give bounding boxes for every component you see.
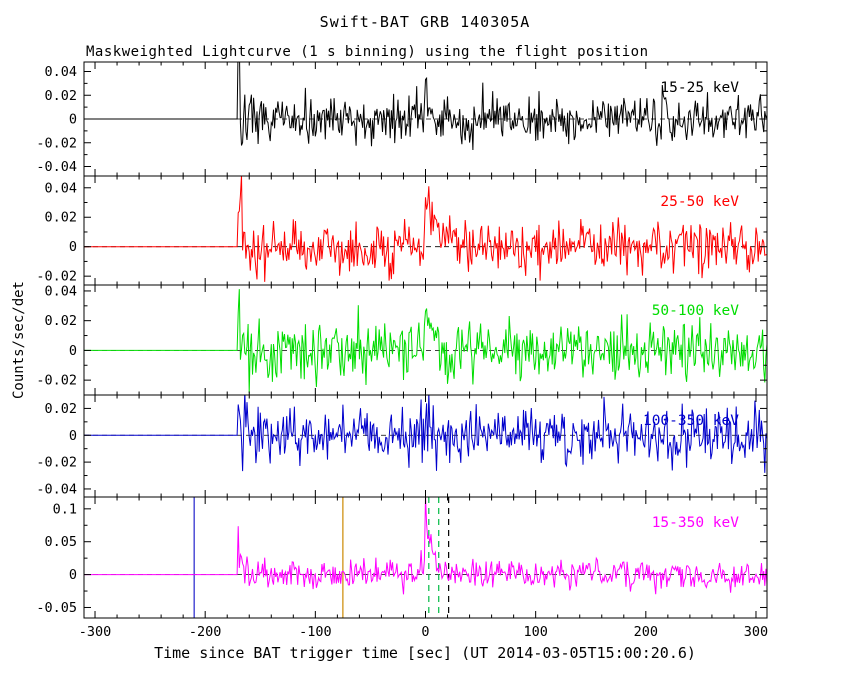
panel-ticks (84, 285, 767, 396)
y-tick-label: 0 (69, 343, 77, 359)
y-tick-label: -0.04 (36, 159, 77, 175)
y-tick-label: 0 (69, 567, 77, 583)
y-tick-label: -0.02 (36, 455, 77, 471)
y-tick-label: 0.02 (44, 210, 77, 226)
energy-band-label: 50-100 keV (652, 303, 740, 319)
y-tick-label: -0.02 (36, 135, 77, 151)
energy-band-label: 100-350 keV (643, 413, 739, 429)
panel-ticks (84, 176, 767, 285)
panel-4-content (84, 497, 767, 618)
y-tick-label: 0 (69, 112, 77, 128)
x-axis-label: Time since BAT trigger time [sec] (UT 20… (154, 644, 696, 662)
y-tick-label: 0.04 (44, 64, 77, 80)
panel-0-content (84, 62, 767, 151)
panel-3-content (84, 395, 767, 473)
series-50-100-keV (84, 289, 767, 393)
y-tick-label: 0.02 (44, 401, 77, 417)
series-25-50-keV (84, 176, 767, 282)
y-tick-label: -0.05 (36, 600, 77, 616)
x-tick-label: -300 (79, 624, 112, 640)
y-tick-label: 0 (69, 428, 77, 444)
x-tick-label: 100 (523, 624, 547, 640)
panel-1-content (84, 176, 767, 282)
series-100-350-keV (84, 395, 767, 473)
y-tick-label: -0.02 (36, 269, 77, 285)
x-tick-label: -100 (299, 624, 332, 640)
series-15-350-keV (84, 497, 767, 595)
panel-frame (83, 175, 768, 286)
y-tick-label: 0.04 (44, 180, 77, 196)
x-tick-label: 200 (634, 624, 658, 640)
energy-band-label: 25-50 keV (660, 194, 739, 210)
chart-subtitle: Maskweighted Lightcurve (1 s binning) us… (86, 44, 649, 60)
x-tick-label: -200 (189, 624, 222, 640)
panel-frame (83, 394, 768, 498)
y-tick-label: -0.04 (36, 481, 77, 497)
y-tick-label: 0.1 (53, 501, 77, 517)
y-tick-label: 0.04 (44, 283, 77, 299)
y-tick-label: -0.02 (36, 373, 77, 389)
y-tick-label: 0.05 (44, 534, 77, 550)
y-tick-label: 0.02 (44, 313, 77, 329)
energy-band-label: 15-350 keV (652, 515, 740, 531)
panel-2-content (84, 289, 767, 393)
series-15-25-keV (84, 62, 767, 151)
energy-band-label: 15-25 keV (660, 80, 739, 96)
x-tick-label: 300 (744, 624, 768, 640)
chart-title: Swift-BAT GRB 140305A (319, 13, 531, 31)
y-tick-label: 0 (69, 239, 77, 255)
panel-ticks (84, 62, 767, 176)
y-tick-label: 0.02 (44, 88, 77, 104)
panel-ticks (84, 394, 767, 497)
x-tick-label: 0 (421, 624, 429, 640)
panel-ticks (84, 497, 767, 618)
